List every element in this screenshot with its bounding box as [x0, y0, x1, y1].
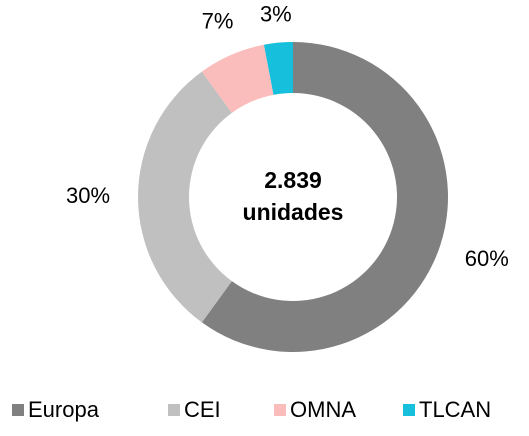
legend-label: Europa: [28, 397, 100, 422]
data-label: 60%: [465, 246, 509, 271]
legend-label: OMNA: [290, 397, 356, 422]
legend-label: TLCAN: [419, 397, 491, 422]
legend-swatch: [274, 404, 286, 416]
data-label: 7%: [202, 9, 234, 34]
legend-label: CEI: [184, 397, 221, 422]
legend-swatch: [403, 404, 415, 416]
data-label: 3%: [260, 1, 292, 26]
legend-swatch: [168, 404, 180, 416]
center-text: 2.839: [264, 167, 322, 193]
slice: [263, 42, 293, 95]
center-text: unidades: [243, 199, 344, 225]
slice: [201, 42, 448, 352]
slice: [138, 71, 232, 323]
legend-swatch: [12, 404, 24, 416]
data-label: 30%: [66, 183, 110, 208]
slice: [201, 44, 274, 113]
